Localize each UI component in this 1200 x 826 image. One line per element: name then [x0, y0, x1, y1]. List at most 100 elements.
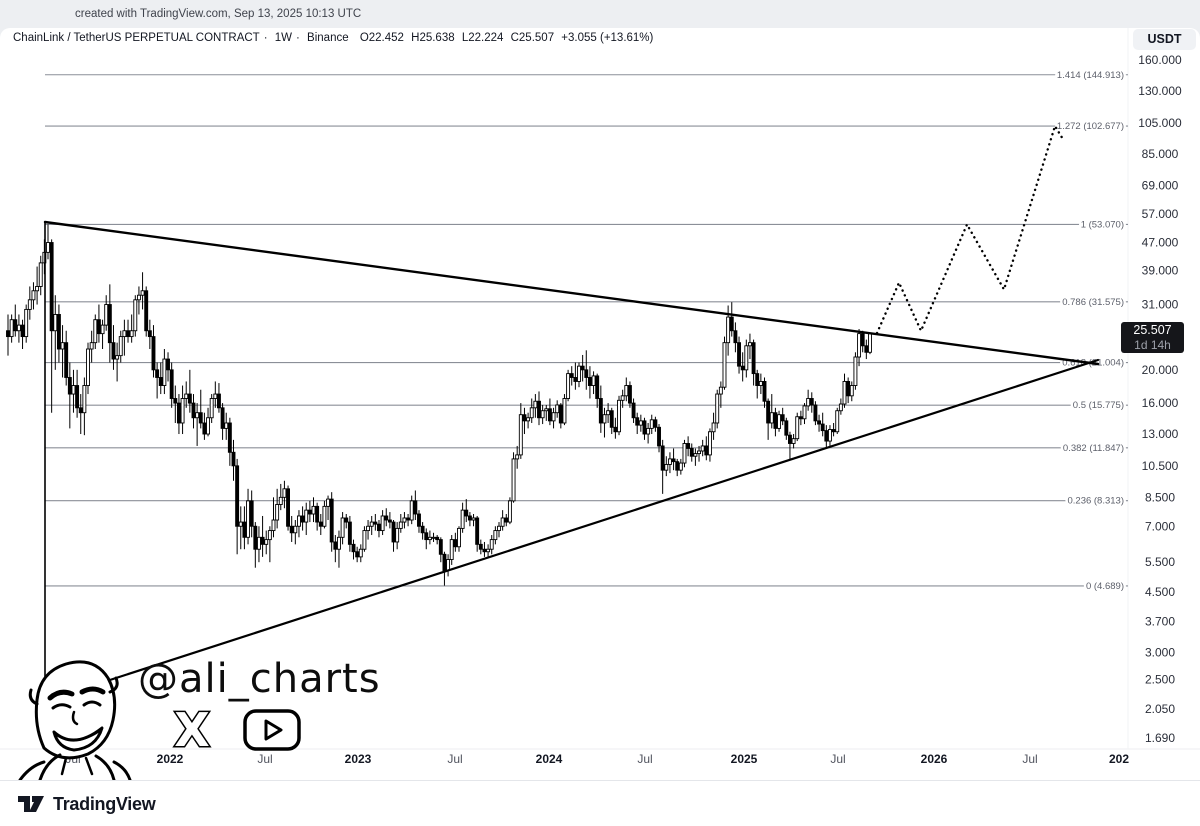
fib-retracement: 1.414 (144.913) 1.272 (102.677) 1 (53.070)…: [45, 67, 1128, 594]
candle-body: [60, 342, 65, 350]
currency-button[interactable]: USDT: [1133, 29, 1196, 50]
price-axis-label: 31.000: [1142, 298, 1179, 312]
candle-body: [402, 517, 407, 523]
price-projection-path: [875, 124, 1065, 335]
candle-body: [853, 356, 858, 386]
candle-body: [457, 527, 461, 548]
price-axis-label: 2.500: [1145, 673, 1175, 687]
candle-body: [511, 458, 516, 502]
price-axis-label: 8.500: [1145, 490, 1175, 504]
candle-body: [537, 400, 541, 419]
ohlc-close: C25.507: [510, 32, 555, 44]
candle-body: [722, 342, 727, 388]
interval-label[interactable]: 1W: [274, 32, 292, 44]
candle-body: [624, 385, 629, 397]
candle-body: [657, 426, 661, 447]
ohlc-low: L22.224: [461, 32, 504, 44]
candlestick-chart[interactable]: 1.414 (144.913) 1.272 (102.677) 1 (53.070)…: [0, 0, 1200, 780]
candle-body: [249, 500, 254, 527]
candle-body: [653, 419, 658, 428]
candle-body: [104, 304, 109, 326]
candle-body: [46, 242, 50, 253]
candle-body: [707, 431, 712, 456]
candle-body: [747, 342, 752, 347]
tradingview-brand-text: TradingView: [53, 793, 156, 814]
price-axis-label: 1.690: [1145, 731, 1175, 745]
fib-label: 0.5 (15.775): [1073, 400, 1124, 411]
candle-body: [176, 402, 181, 424]
candle-body: [526, 417, 531, 422]
candle-body: [831, 429, 836, 433]
candle-body: [598, 398, 603, 424]
artist-handle: @ali_charts: [138, 656, 381, 702]
candle-body: [220, 407, 225, 429]
price-axis[interactable]: 160.000 130.000 105.000 85.000 69.000 57.000 4…: [1138, 53, 1182, 745]
candle-body: [118, 336, 123, 357]
candle-body: [569, 373, 574, 378]
candle-body: [606, 410, 611, 416]
candle-body: [322, 505, 327, 527]
price-axis-label: 130.000: [1138, 84, 1182, 98]
candle-body: [337, 536, 341, 550]
candle-body: [697, 450, 701, 455]
candle-body: [111, 342, 116, 360]
candle-body: [384, 515, 389, 521]
candle-body: [497, 525, 501, 532]
fib-label: 0.382 (11.847): [1063, 443, 1124, 454]
candle-body: [398, 521, 403, 529]
candle-body: [489, 539, 494, 550]
price-axis-label: 3.000: [1145, 646, 1175, 660]
candle-body: [551, 412, 556, 422]
candle-body: [587, 377, 592, 386]
candle-body: [478, 543, 483, 550]
artist-watermark: @ali_charts X: [10, 628, 381, 780]
candle-body: [155, 369, 160, 378]
candle-body: [493, 530, 498, 541]
candle-body: [93, 319, 98, 344]
candle-body: [806, 398, 811, 407]
candle-body: [144, 290, 149, 332]
candle-body: [78, 407, 83, 414]
candle-body: [671, 458, 676, 463]
candle-body: [711, 422, 716, 433]
candle-body: [522, 414, 527, 422]
candle-body: [147, 330, 152, 338]
candle-body: [813, 404, 818, 422]
candle-body: [329, 498, 334, 543]
candle-body: [591, 375, 596, 386]
candle-body: [307, 509, 312, 515]
symbol-name[interactable]: ChainLink / TetherUS PERPETUAL CONTRACT: [13, 32, 260, 44]
candle-body: [89, 342, 94, 350]
candle-body: [377, 523, 381, 532]
candle-body: [595, 375, 600, 399]
candle-body: [577, 365, 581, 382]
time-axis-label: Jul: [447, 752, 462, 766]
candle-body: [86, 348, 90, 386]
candle-body: [297, 515, 301, 527]
candle-body: [464, 509, 469, 517]
candle-body: [289, 525, 294, 534]
candle-body: [340, 517, 345, 538]
candle-body: [642, 420, 647, 435]
candle-body: [304, 509, 309, 523]
candle-body: [333, 541, 338, 550]
candle-body: [664, 463, 669, 471]
candle-body: [718, 386, 723, 395]
candle-body: [758, 381, 763, 386]
candle-body: [777, 414, 781, 429]
candle-body: [202, 422, 207, 435]
candle-body: [271, 519, 276, 532]
fib-label: 0 (4.689): [1086, 581, 1124, 592]
candle-body: [300, 515, 305, 523]
time-axis[interactable]: Jul2022Jul2023Jul2024Jul2025Jul2026Jul20…: [65, 752, 1129, 766]
candle-body: [700, 445, 705, 452]
candle-body: [227, 422, 232, 453]
candle-body: [53, 314, 58, 332]
time-axis-label: 2023: [345, 752, 372, 766]
candle-body: [555, 404, 560, 414]
candle-body: [395, 527, 400, 543]
ohlc-high: H25.638: [411, 32, 455, 44]
candle-body: [667, 458, 672, 465]
candle-body: [471, 517, 476, 521]
candle-body: [326, 498, 331, 507]
